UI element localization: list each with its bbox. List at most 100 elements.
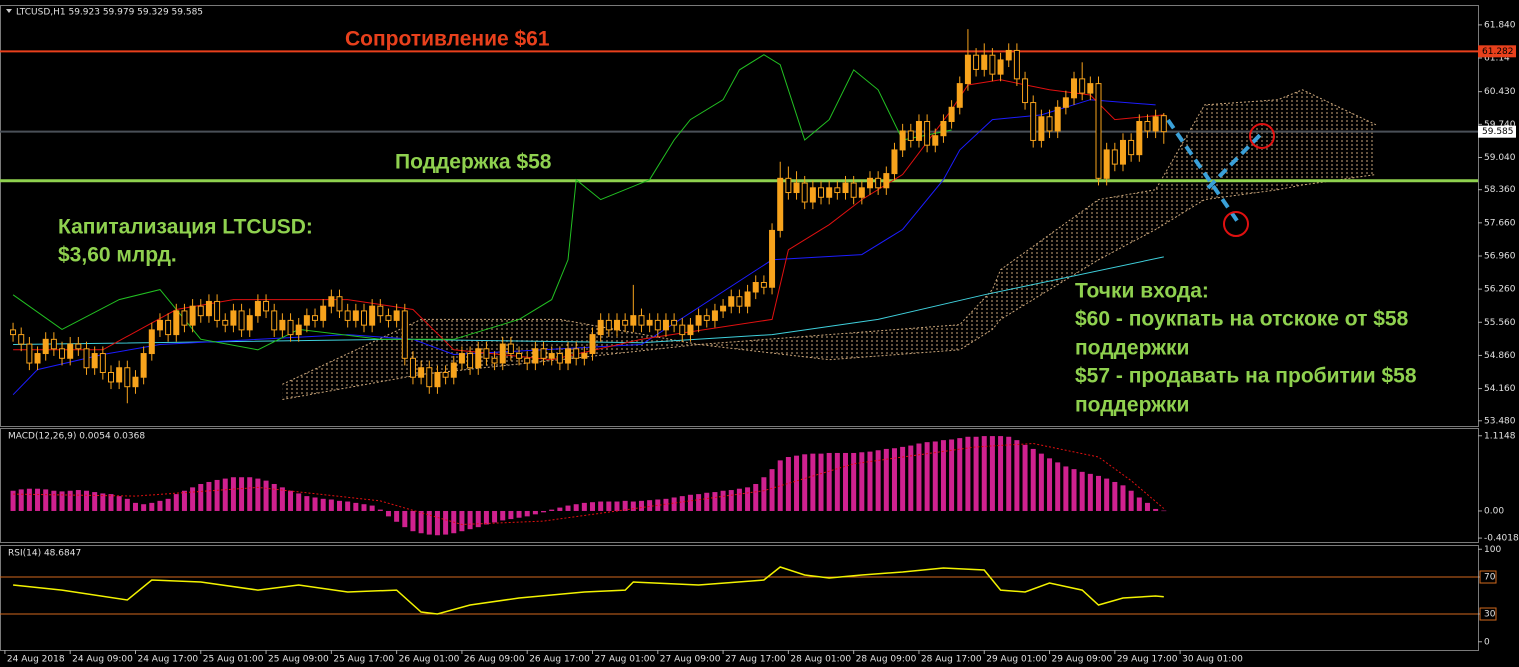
candle-body: [156, 319, 163, 331]
macd-bar: [1120, 485, 1126, 511]
macd-bar: [696, 494, 702, 511]
macd-bar: [353, 502, 359, 511]
candle-body: [711, 310, 718, 321]
candle-body: [344, 310, 351, 321]
macd-bar: [1136, 497, 1142, 511]
x-tick-label: 25 Aug 01:00: [203, 655, 264, 665]
candle-body: [605, 319, 612, 331]
candle-body: [1038, 116, 1045, 141]
x-tick-label: 27 Aug 17:00: [725, 655, 786, 665]
candle-body: [760, 282, 767, 288]
candle-body: [540, 348, 547, 359]
macd-bar: [891, 448, 897, 511]
candle-body: [1144, 120, 1151, 132]
macd-bar: [1144, 502, 1150, 511]
target-circle: [1249, 123, 1275, 149]
level-box: [1479, 570, 1497, 584]
macd-bar: [802, 454, 808, 511]
candle-body: [214, 300, 221, 321]
candle-body: [793, 182, 800, 194]
candle-body: [450, 362, 457, 378]
macd-bar: [84, 490, 90, 511]
candle-body: [646, 319, 653, 326]
candle-body: [956, 83, 963, 108]
annotation: Капитализация LTCUSD:: [58, 216, 313, 239]
macd-bar: [337, 500, 343, 511]
macd-bar: [843, 452, 849, 511]
candle-body: [866, 177, 873, 189]
macd-bar: [965, 436, 971, 511]
macd-bar: [557, 507, 563, 511]
rsi-line: [13, 566, 1164, 615]
candle-body: [679, 324, 686, 336]
x-tick-label: 29 Aug 09:00: [1052, 655, 1113, 665]
candle-body: [1030, 102, 1037, 141]
macd-bar: [320, 498, 326, 511]
macd-bar: [1030, 448, 1036, 511]
macd-bar: [704, 492, 710, 511]
macd-bar: [818, 453, 824, 511]
macd-bar: [1055, 462, 1061, 511]
candle-body: [197, 305, 204, 317]
macd-bar: [769, 469, 775, 511]
macd-bar: [206, 481, 212, 511]
macd-bar: [810, 453, 816, 511]
candle-body: [524, 357, 531, 364]
y-tick-label: 61.14: [1484, 54, 1510, 64]
macd-bar: [230, 477, 236, 511]
macd-bar: [777, 460, 783, 511]
macd-bar: [1063, 466, 1069, 511]
candle-body: [1046, 116, 1053, 132]
candle-body: [263, 300, 270, 312]
macd-bar: [1079, 471, 1085, 511]
candle-body: [409, 357, 416, 378]
macd-bar: [1104, 478, 1110, 511]
macd-bar: [524, 510, 530, 517]
macd-bar: [663, 498, 669, 511]
macd-bar: [149, 502, 155, 511]
candle-body: [915, 120, 922, 141]
y-tick-label: 0.00: [1484, 506, 1504, 516]
macd-bar: [157, 500, 163, 511]
chart-title: LTCUSD,H1 59.923 59.979 59.329 59.585: [16, 8, 203, 18]
price-panel: [0, 5, 1479, 427]
sell-arrow: [1166, 118, 1242, 227]
candle-body: [1087, 83, 1094, 94]
macd-bar: [255, 478, 261, 511]
candle-body: [458, 353, 465, 364]
macd-bar: [116, 496, 122, 511]
macd-bar: [581, 502, 587, 511]
macd-bar: [18, 489, 24, 511]
candle-body: [1071, 78, 1078, 99]
macd-bar: [924, 442, 930, 511]
price-box: [1478, 125, 1516, 138]
annotation: $3,60 млрд.: [58, 244, 177, 267]
candle-body: [165, 319, 172, 336]
candle-body: [205, 300, 212, 317]
candle-body: [752, 282, 759, 293]
y-tick-label: 57.660: [1484, 218, 1516, 228]
macd-bar: [875, 450, 881, 511]
macd-bar: [247, 477, 253, 511]
macd-bar: [590, 502, 596, 511]
candle-body: [973, 54, 980, 70]
candle-body: [1054, 106, 1061, 132]
candle-body: [589, 334, 596, 355]
candle-body: [34, 353, 41, 364]
candle-body: [548, 353, 555, 359]
macd-bar: [973, 436, 979, 511]
macd-bar: [92, 492, 98, 511]
candle-body: [565, 348, 572, 364]
candle-body: [964, 54, 971, 85]
x-tick-label: 26 Aug 01:00: [399, 655, 460, 665]
y-tick-label: 61.840: [1484, 20, 1516, 30]
y-tick-label: 55.560: [1484, 318, 1516, 328]
macd-bar: [998, 436, 1004, 511]
candle-body: [720, 305, 727, 312]
annotation: Сопротивление $61: [345, 28, 550, 51]
macd-bar: [181, 490, 187, 511]
y-tick-label: 54.860: [1484, 351, 1516, 361]
candle-body: [91, 353, 98, 369]
candle-body: [809, 187, 816, 203]
macd-bar: [614, 501, 620, 511]
